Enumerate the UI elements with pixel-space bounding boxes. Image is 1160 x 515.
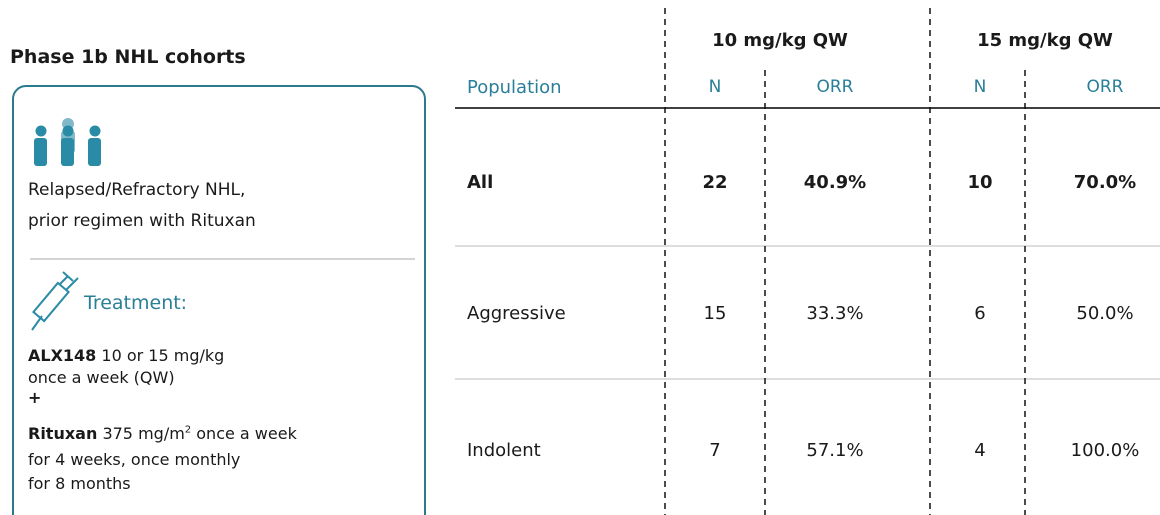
column-header: ORR (1086, 77, 1124, 97)
group-header: 10 mg/kg QW (712, 30, 848, 51)
table-cell: 40.9% (803, 172, 867, 193)
column-header: Population (467, 77, 562, 98)
table-cell: 6 (974, 303, 986, 324)
treatment-line: for 4 weeks, once monthly (28, 450, 241, 469)
superscript: 2 (184, 424, 192, 436)
table-cell: All (467, 172, 494, 193)
treatment-line: + (28, 388, 42, 407)
column-header: N (973, 77, 987, 97)
treatment-line: for 8 months (28, 474, 131, 493)
treatment-line: ALX148 10 or 15 mg/kg (28, 346, 224, 365)
group-header: 15 mg/kg QW (977, 30, 1113, 51)
treatment-line: Rituxan 375 mg/m2 once a week (28, 424, 297, 443)
table-cell: Aggressive (467, 303, 566, 324)
table-cell: 50.0% (1076, 303, 1134, 324)
population-line: Relapsed/Refractory NHL, (28, 180, 246, 200)
table-cell: 70.0% (1073, 172, 1137, 193)
table-cell: 57.1% (806, 440, 864, 461)
text: 375 mg/m (97, 424, 185, 443)
table-cell: Indolent (467, 440, 541, 461)
table-cell: 15 (703, 303, 727, 324)
text: once a week (191, 424, 297, 443)
table-cell: 33.3% (806, 303, 864, 324)
drug: Rituxan (28, 424, 98, 443)
treatment-heading: Treatment: (84, 292, 188, 314)
panel-title: Phase 1b NHL cohorts (10, 46, 246, 68)
cohort-box (12, 85, 426, 515)
column-header: N (708, 77, 722, 97)
population-line: prior regimen with Rituxan (28, 211, 256, 231)
table-cell: 7 (709, 440, 721, 461)
table-cell: 100.0% (1070, 440, 1140, 461)
treatment-line: once a week (QW) (28, 368, 175, 387)
drug: ALX148 (28, 346, 97, 365)
table-cell: 22 (702, 172, 728, 193)
people-icon (34, 118, 101, 166)
table-cell: 4 (974, 440, 986, 461)
syringe-icon (31, 271, 79, 331)
column-header: ORR (816, 77, 854, 97)
text: 10 or 15 mg/kg (96, 346, 225, 365)
table-cell: 10 (967, 172, 993, 193)
column-dividers (664, 8, 1026, 515)
